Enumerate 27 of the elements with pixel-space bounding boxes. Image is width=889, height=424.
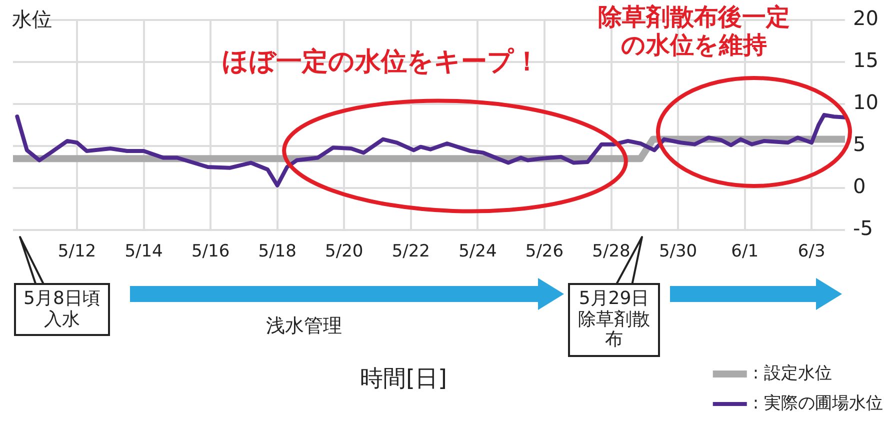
text: 5月29日除草剤散布 bbox=[568, 283, 660, 358]
x-tick-label: 5/12 bbox=[58, 242, 96, 262]
legend-label: : 実際の圃場水位 bbox=[752, 393, 884, 414]
x-tick-label: 5/28 bbox=[592, 242, 630, 262]
y-tick-label: 20 bbox=[853, 6, 878, 30]
x-tick-label: 5/20 bbox=[325, 242, 364, 262]
x-tick-label: 5/26 bbox=[525, 242, 564, 262]
y-tick-label: 5 bbox=[853, 132, 866, 156]
text: 浅水管理 bbox=[266, 315, 342, 338]
annotation: 除草剤散布後一定の水位を維持 bbox=[597, 3, 791, 60]
x-tick-label: 5/24 bbox=[458, 242, 497, 262]
y-tick-label: -5 bbox=[853, 216, 873, 240]
y-axis-title: 水位 bbox=[12, 7, 52, 31]
text: 5月8日頃入水 bbox=[14, 283, 110, 336]
x-tick-label: 5/16 bbox=[191, 242, 230, 262]
x-tick-label: 5/14 bbox=[124, 242, 163, 262]
x-tick-label: 5/30 bbox=[658, 242, 698, 262]
legend-label: : 設定水位 bbox=[752, 363, 832, 384]
x-tick-label: 5/18 bbox=[258, 242, 296, 262]
annotation: ほぼ一定の水位をキープ！ bbox=[222, 47, 540, 78]
x-axis-title: 時間[日] bbox=[360, 366, 447, 392]
x-tick-label: 5/22 bbox=[392, 242, 430, 262]
y-tick-label: 10 bbox=[853, 90, 878, 114]
x-tick-label: 6/3 bbox=[798, 242, 826, 262]
x-tick-label: 6/1 bbox=[731, 242, 759, 262]
y-tick-label: 0 bbox=[853, 174, 866, 198]
y-tick-label: 15 bbox=[853, 48, 878, 72]
